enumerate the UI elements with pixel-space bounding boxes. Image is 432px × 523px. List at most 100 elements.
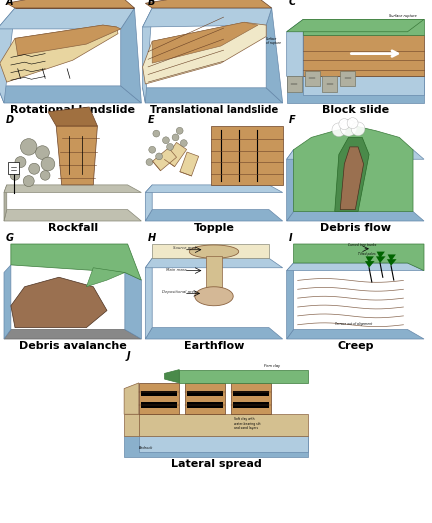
Polygon shape — [287, 19, 424, 32]
Polygon shape — [340, 147, 364, 210]
Polygon shape — [0, 25, 118, 82]
Polygon shape — [185, 383, 225, 414]
Polygon shape — [376, 256, 385, 263]
Polygon shape — [8, 162, 19, 174]
Circle shape — [15, 156, 26, 167]
Polygon shape — [4, 265, 11, 339]
Polygon shape — [145, 210, 283, 221]
Polygon shape — [211, 126, 283, 185]
Polygon shape — [152, 148, 177, 170]
Polygon shape — [365, 261, 375, 268]
Circle shape — [332, 123, 346, 137]
Text: Topple: Topple — [194, 223, 235, 233]
Polygon shape — [206, 256, 222, 287]
Polygon shape — [145, 258, 152, 339]
Circle shape — [35, 146, 49, 160]
Polygon shape — [287, 211, 424, 221]
Polygon shape — [15, 25, 121, 55]
Polygon shape — [165, 370, 179, 383]
Text: H: H — [147, 233, 156, 243]
Polygon shape — [293, 244, 424, 270]
Polygon shape — [187, 402, 223, 407]
Polygon shape — [287, 76, 424, 103]
Polygon shape — [231, 383, 271, 414]
Circle shape — [351, 122, 365, 135]
Circle shape — [23, 176, 34, 187]
Text: Block slide: Block slide — [322, 105, 389, 115]
Polygon shape — [303, 19, 424, 35]
Text: Rockfall: Rockfall — [48, 223, 98, 233]
Circle shape — [167, 143, 174, 150]
Text: Earthflow: Earthflow — [184, 341, 244, 351]
Circle shape — [347, 118, 358, 129]
Circle shape — [176, 127, 183, 134]
Text: Source area: Source area — [173, 246, 196, 250]
Circle shape — [340, 120, 357, 136]
Polygon shape — [287, 150, 424, 159]
Polygon shape — [152, 244, 269, 258]
Circle shape — [41, 170, 50, 180]
Polygon shape — [377, 252, 385, 258]
Polygon shape — [232, 402, 269, 407]
Polygon shape — [187, 391, 223, 396]
Text: G: G — [6, 233, 14, 243]
Text: Creep: Creep — [337, 341, 374, 351]
Circle shape — [146, 158, 153, 166]
Circle shape — [156, 153, 162, 160]
Circle shape — [20, 139, 37, 155]
Polygon shape — [287, 19, 303, 76]
Polygon shape — [121, 8, 141, 103]
Polygon shape — [11, 244, 141, 280]
Text: B: B — [147, 0, 155, 7]
Circle shape — [162, 137, 169, 144]
Polygon shape — [322, 76, 337, 92]
Text: F: F — [289, 115, 295, 125]
Circle shape — [339, 119, 350, 130]
Polygon shape — [287, 263, 424, 270]
Text: Translational landslide: Translational landslide — [150, 105, 278, 115]
Polygon shape — [141, 402, 178, 407]
Polygon shape — [287, 329, 424, 339]
Polygon shape — [0, 8, 134, 29]
Polygon shape — [7, 0, 134, 8]
Polygon shape — [143, 88, 283, 103]
Text: I: I — [289, 233, 292, 243]
Text: Soft clay with
water-bearing silt
and sand layers: Soft clay with water-bearing silt and sa… — [235, 417, 261, 430]
Text: Surface rupture: Surface rupture — [389, 15, 417, 18]
Polygon shape — [152, 22, 258, 63]
Polygon shape — [287, 263, 293, 339]
Polygon shape — [365, 256, 374, 263]
Polygon shape — [145, 327, 283, 339]
Text: Curved tree trunks: Curved tree trunks — [349, 243, 377, 247]
Polygon shape — [305, 71, 320, 86]
Text: Tilted poles: Tilted poles — [358, 253, 376, 256]
Polygon shape — [143, 8, 152, 103]
Text: Main mass: Main mass — [166, 268, 187, 271]
Circle shape — [149, 146, 156, 153]
Text: Debris avalanche: Debris avalanche — [19, 341, 127, 351]
Polygon shape — [189, 245, 239, 258]
Polygon shape — [139, 436, 308, 452]
Polygon shape — [4, 185, 141, 192]
Text: A: A — [6, 0, 13, 7]
Text: Debris flow: Debris flow — [320, 223, 391, 233]
Polygon shape — [4, 210, 141, 221]
Polygon shape — [303, 76, 424, 95]
Polygon shape — [388, 255, 396, 261]
Circle shape — [153, 130, 160, 137]
Circle shape — [172, 134, 179, 141]
Text: Depositional area: Depositional area — [162, 290, 196, 294]
Polygon shape — [124, 383, 139, 414]
Polygon shape — [4, 329, 141, 339]
Polygon shape — [145, 258, 283, 268]
Polygon shape — [56, 126, 97, 185]
Polygon shape — [11, 277, 107, 327]
Polygon shape — [232, 391, 269, 396]
Polygon shape — [86, 268, 125, 287]
Text: C: C — [289, 0, 296, 7]
Polygon shape — [48, 107, 97, 126]
Polygon shape — [303, 35, 424, 76]
Polygon shape — [139, 414, 308, 436]
Polygon shape — [180, 152, 199, 176]
Polygon shape — [179, 370, 308, 383]
